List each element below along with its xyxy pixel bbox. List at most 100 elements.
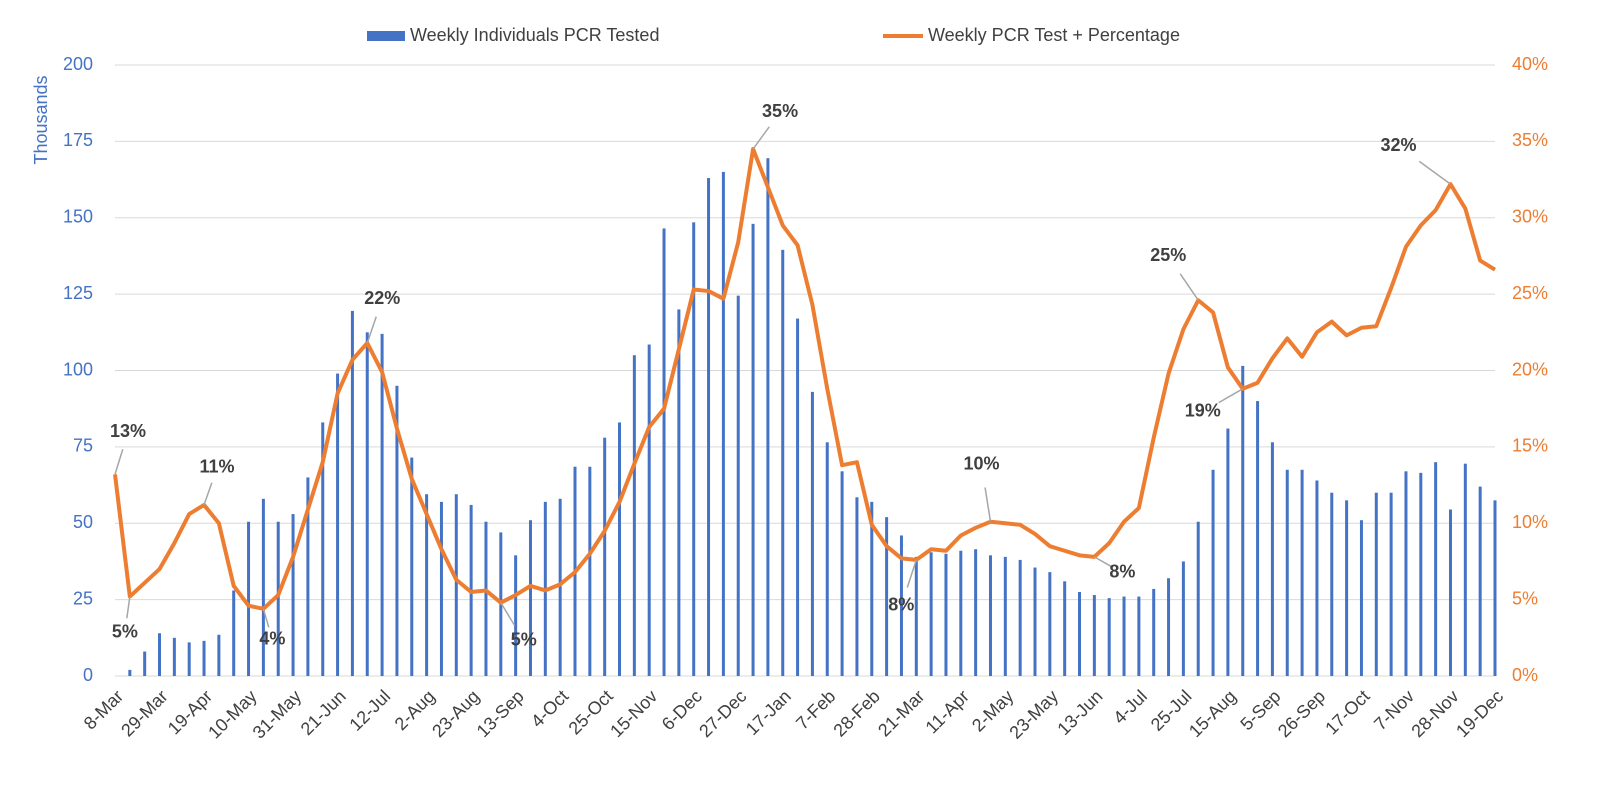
y-tick-label: 75 [73,436,93,456]
bar [1211,469,1215,676]
bar [840,471,844,676]
bar [603,437,607,676]
bar [1003,556,1007,676]
bar [232,590,236,676]
data-label: 25% [1150,245,1186,265]
x-tick-label: 29-Mar [117,686,171,740]
bar [217,634,221,676]
leader-line [752,126,770,150]
bar [1330,492,1334,676]
leader-line [262,608,270,628]
data-label: 5% [112,621,138,641]
bar [1404,471,1408,676]
bar [410,457,414,676]
y2-tick-label: 25% [1512,283,1548,303]
y2-tick-label: 40% [1512,54,1548,74]
data-label: 22% [364,288,400,308]
bar [528,520,532,676]
bar [1122,596,1126,676]
leader-line [500,602,516,626]
data-label: 11% [200,457,235,477]
leader-line [1179,273,1199,301]
y2-tick-label: 15% [1512,436,1548,456]
bar [484,521,488,676]
x-tick-label: 28-Feb [829,686,883,740]
bar [439,501,443,676]
bar [632,355,636,676]
leader-line [1418,160,1451,185]
bar [558,498,562,676]
x-tick-label: 4-Jul [1109,686,1151,728]
bar [929,552,933,676]
bar [988,555,992,676]
bar [885,517,889,676]
bar [810,391,814,676]
data-label: 8% [1109,562,1135,582]
x-tick-label: 11-Apr [922,686,973,737]
y2-tick-label: 30% [1512,207,1548,227]
bar [261,498,265,676]
bar [454,494,458,676]
legend-label: Weekly PCR Test + Percentage [928,25,1180,45]
bar [187,642,191,676]
y-tick-label: 150 [63,207,93,227]
bar [1359,520,1363,676]
leader-line [984,487,992,522]
y-axis-title: Thousands [31,75,51,164]
bar [158,633,162,676]
bar [276,521,280,676]
bar [1241,365,1245,676]
bar [1419,472,1423,676]
bar [721,171,725,677]
data-label: 35% [762,101,798,121]
bar [1137,596,1141,676]
x-tick-label: 27-Dec [695,686,750,741]
bar [1434,462,1438,676]
y-tick-label: 200 [63,54,93,74]
bar [899,535,903,676]
x-tick-label: 15-Aug [1185,686,1240,741]
x-tick-label: 21-Mar [874,686,928,740]
leader-line [203,482,213,506]
bar [380,333,384,676]
bar [1196,521,1200,676]
x-tick-label: 12-Jul [345,686,394,735]
bar [1389,492,1393,676]
bar [1256,401,1260,676]
y2-tick-label: 10% [1512,512,1548,532]
bar [1063,581,1067,676]
leader-line [1218,388,1244,404]
x-tick-label: 23-Aug [428,686,483,741]
bar [1345,500,1349,676]
bar [143,651,147,676]
bar [350,310,354,676]
bar [336,373,340,676]
x-tick-label: 31-May [249,686,306,743]
leader-line [366,316,377,344]
y-tick-label: 175 [63,130,93,150]
bar [1315,480,1319,676]
x-tick-label: 13-Sep [473,686,528,741]
bar [1270,442,1274,676]
bar [1478,486,1482,676]
bar [291,514,295,676]
bar [1448,509,1452,676]
x-tick-label: 17-Jan [742,686,795,739]
leader-line [126,596,131,619]
bar [1374,492,1378,676]
leader-line [906,559,918,588]
bar [1226,428,1230,676]
bar [1078,591,1082,676]
bar [306,477,310,676]
data-label: 10% [963,453,999,473]
bar [202,640,206,676]
y2-tick-label: 20% [1512,359,1548,379]
legend-label: Weekly Individuals PCR Tested [410,25,659,45]
x-tick-label: 13-Jun [1053,686,1106,739]
bar [1033,567,1037,676]
bar [707,178,711,676]
bar [1181,561,1185,676]
bar [365,332,369,676]
y2-tick-label: 35% [1512,130,1548,150]
